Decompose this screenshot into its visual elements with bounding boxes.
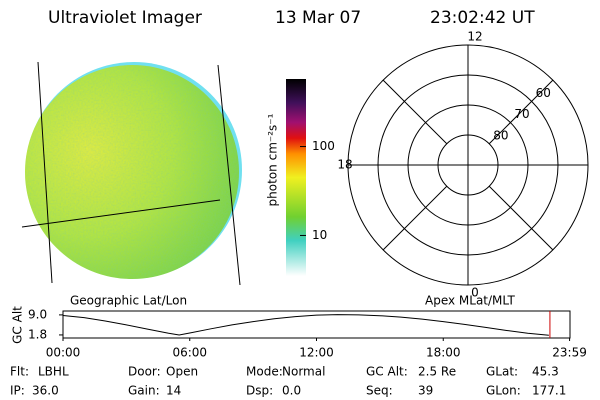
lat-label: 80 (493, 128, 508, 142)
x-tick-label: 18:00 (426, 346, 461, 360)
date: 13 Mar 07 (275, 8, 361, 28)
mlt-label: 18 (337, 158, 352, 172)
x-tick-label: 06:00 (172, 346, 207, 360)
y-tick-label: 1.8 (28, 327, 47, 341)
field-value: 39 (418, 384, 433, 398)
field-label: GC Alt: (366, 365, 408, 379)
title: Ultraviolet Imager (48, 8, 202, 28)
lat-label: 60 (536, 86, 551, 100)
x-tick-label: 12:00 (299, 346, 334, 360)
field-value: 0.0 (282, 384, 301, 398)
time: 23:02:42 UT (430, 8, 535, 28)
map-label: Apex MLat/MLT (425, 294, 515, 308)
y-tick-label: 9.0 (28, 307, 47, 321)
mlt-label: 12 (467, 30, 482, 44)
field-label: Mode: (246, 365, 283, 379)
field-value: Open (166, 365, 198, 379)
mlt-label: 0 (471, 286, 479, 300)
uv-image (21, 61, 242, 286)
altitude-line (62, 314, 549, 336)
y-axis-label: GC Alt (11, 306, 25, 344)
map-grid (21, 61, 241, 286)
field-label: Dsp: (246, 384, 273, 398)
field-value: 177.1 (532, 384, 566, 398)
field-value: 36.0 (32, 384, 59, 398)
x-tick-label: 23:59 (552, 346, 587, 360)
field-label: GLon: (486, 384, 521, 398)
field-label: Flt: (10, 365, 29, 379)
polar-spoke (488, 79, 554, 145)
field-value: Normal (282, 365, 325, 379)
colorbar (286, 79, 306, 276)
field-label: GLat: (486, 365, 518, 379)
field-value: 45.3 (532, 365, 559, 379)
field-label: Door: (128, 365, 161, 379)
lat-label: 70 (514, 107, 529, 121)
colorbar-tick-label: 10 (312, 228, 327, 242)
colorbar-tick-label: 100 (312, 139, 335, 153)
field-value: 2.5 Re (418, 365, 456, 379)
polar-spoke (382, 79, 448, 145)
field-value: 14 (166, 384, 181, 398)
colorbar-label: photon cm⁻²s⁻¹ (266, 113, 280, 206)
map-label: Geographic Lat/Lon (70, 294, 187, 308)
field-value: LBHL (38, 365, 69, 379)
field-label: Gain: (128, 384, 160, 398)
polar-spoke (382, 185, 448, 251)
field-label: Seq: (366, 384, 393, 398)
field-label: IP: (10, 384, 25, 398)
disk (25, 65, 239, 279)
x-tick-label: 00:00 (46, 346, 81, 360)
polar-spoke (488, 185, 554, 251)
